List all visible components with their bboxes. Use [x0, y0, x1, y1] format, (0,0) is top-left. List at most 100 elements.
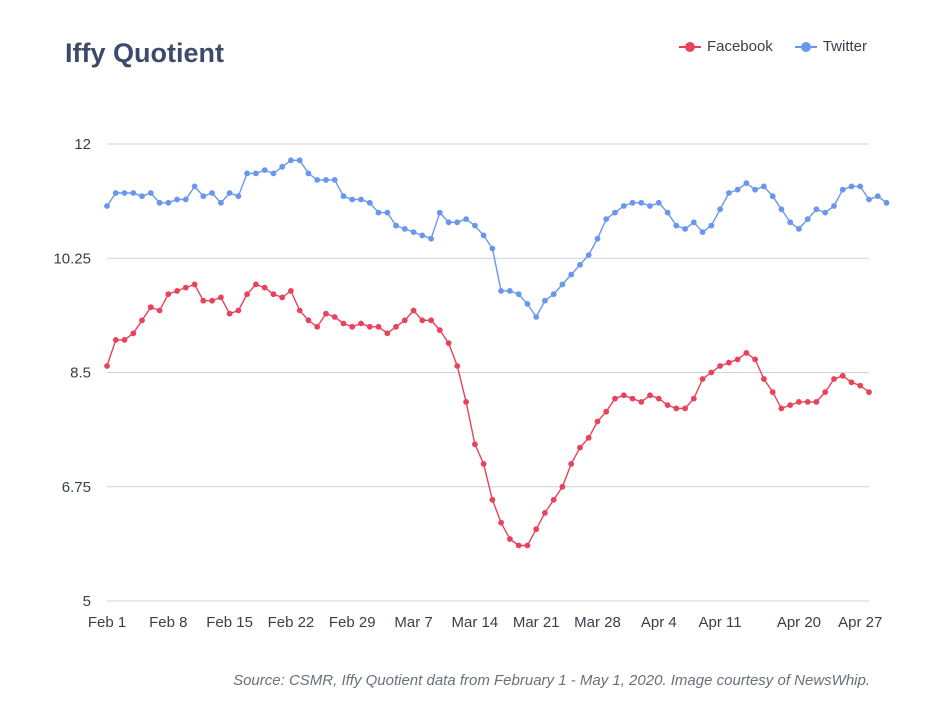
data-point-twitter[interactable] [121, 190, 128, 196]
data-point-twitter[interactable] [629, 199, 636, 206]
data-point-twitter[interactable] [401, 226, 408, 232]
data-point-twitter[interactable] [454, 219, 461, 226]
data-point-facebook[interactable] [734, 356, 741, 363]
data-point-facebook[interactable] [778, 405, 785, 412]
data-point-twitter[interactable] [734, 186, 741, 193]
data-point-facebook[interactable] [690, 395, 697, 402]
data-point-facebook[interactable] [568, 461, 575, 467]
data-point-facebook[interactable] [472, 441, 478, 448]
data-point-twitter[interactable] [393, 222, 399, 229]
data-point-twitter[interactable] [112, 190, 119, 196]
data-point-twitter[interactable] [524, 301, 531, 307]
data-point-twitter[interactable] [612, 209, 618, 216]
data-point-facebook[interactable] [524, 542, 531, 549]
data-point-facebook[interactable] [410, 307, 417, 314]
data-point-facebook[interactable] [384, 330, 391, 337]
data-point-facebook[interactable] [699, 376, 706, 382]
data-point-facebook[interactable] [191, 281, 198, 288]
data-point-facebook[interactable] [515, 542, 522, 549]
data-point-twitter[interactable] [130, 190, 137, 196]
data-point-facebook[interactable] [585, 434, 592, 441]
data-point-facebook[interactable] [550, 496, 557, 503]
data-point-twitter[interactable] [384, 209, 391, 216]
data-point-twitter[interactable] [699, 229, 706, 236]
data-point-twitter[interactable] [682, 226, 688, 232]
data-point-twitter[interactable] [857, 183, 864, 190]
data-point-facebook[interactable] [305, 317, 312, 324]
data-point-facebook[interactable] [366, 323, 373, 330]
data-point-facebook[interactable] [463, 399, 469, 405]
data-point-twitter[interactable] [638, 199, 645, 206]
data-point-twitter[interactable] [463, 216, 469, 223]
data-point-facebook[interactable] [331, 314, 338, 320]
data-point-facebook[interactable] [804, 399, 811, 405]
data-point-facebook[interactable] [454, 363, 461, 369]
data-point-twitter[interactable] [489, 245, 496, 252]
data-point-facebook[interactable] [279, 294, 286, 301]
data-point-twitter[interactable] [375, 209, 382, 216]
data-point-facebook[interactable] [323, 310, 329, 317]
data-point-twitter[interactable] [585, 252, 592, 258]
data-point-facebook[interactable] [489, 496, 496, 503]
data-point-twitter[interactable] [218, 199, 224, 206]
data-point-twitter[interactable] [743, 180, 750, 187]
data-point-facebook[interactable] [139, 317, 145, 324]
data-point-twitter[interactable] [200, 193, 207, 200]
data-point-twitter[interactable] [358, 196, 364, 203]
data-point-facebook[interactable] [796, 399, 802, 405]
data-point-twitter[interactable] [314, 177, 321, 183]
data-point-facebook[interactable] [480, 461, 487, 467]
data-point-twitter[interactable] [769, 193, 776, 200]
data-point-twitter[interactable] [139, 193, 145, 200]
data-point-facebook[interactable] [533, 526, 540, 533]
data-point-twitter[interactable] [708, 222, 715, 229]
data-point-facebook[interactable] [857, 382, 864, 389]
data-point-facebook[interactable] [638, 399, 645, 405]
data-point-facebook[interactable] [620, 392, 627, 399]
data-point-twitter[interactable] [288, 157, 294, 164]
data-point-facebook[interactable] [253, 281, 259, 288]
data-point-twitter[interactable] [480, 232, 487, 239]
data-point-twitter[interactable] [796, 226, 802, 232]
data-point-twitter[interactable] [349, 196, 356, 203]
data-point-facebook[interactable] [174, 288, 181, 294]
data-point-twitter[interactable] [883, 199, 890, 206]
data-point-facebook[interactable] [261, 284, 268, 291]
data-point-facebook[interactable] [156, 307, 163, 314]
data-point-twitter[interactable] [147, 190, 154, 196]
data-point-facebook[interactable] [112, 337, 119, 343]
data-point-facebook[interactable] [121, 337, 128, 343]
data-point-facebook[interactable] [577, 444, 583, 451]
data-point-twitter[interactable] [296, 157, 303, 164]
data-point-twitter[interactable] [472, 222, 478, 229]
data-point-facebook[interactable] [130, 330, 137, 337]
data-point-facebook[interactable] [165, 291, 172, 298]
data-point-twitter[interactable] [673, 222, 680, 229]
data-point-twitter[interactable] [253, 170, 259, 177]
data-point-facebook[interactable] [428, 317, 434, 324]
data-point-twitter[interactable] [279, 163, 286, 170]
data-point-twitter[interactable] [664, 209, 671, 216]
data-point-twitter[interactable] [848, 183, 855, 190]
data-point-facebook[interactable] [752, 356, 758, 363]
data-point-twitter[interactable] [226, 190, 233, 196]
data-point-facebook[interactable] [743, 350, 750, 356]
data-point-facebook[interactable] [498, 519, 504, 526]
data-point-twitter[interactable] [550, 291, 557, 298]
data-point-twitter[interactable] [726, 190, 732, 196]
data-point-facebook[interactable] [647, 392, 653, 399]
data-point-facebook[interactable] [349, 323, 356, 330]
data-point-facebook[interactable] [813, 399, 820, 405]
data-point-twitter[interactable] [603, 216, 610, 223]
data-point-facebook[interactable] [340, 320, 347, 327]
data-point-facebook[interactable] [401, 317, 408, 324]
data-point-twitter[interactable] [428, 235, 434, 242]
data-point-facebook[interactable] [104, 363, 110, 369]
data-point-facebook[interactable] [445, 340, 452, 346]
data-point-twitter[interactable] [515, 291, 522, 298]
data-point-facebook[interactable] [726, 359, 732, 366]
data-point-twitter[interactable] [305, 170, 312, 177]
data-point-facebook[interactable] [839, 372, 846, 379]
data-point-facebook[interactable] [358, 320, 364, 327]
data-point-facebook[interactable] [314, 323, 321, 330]
